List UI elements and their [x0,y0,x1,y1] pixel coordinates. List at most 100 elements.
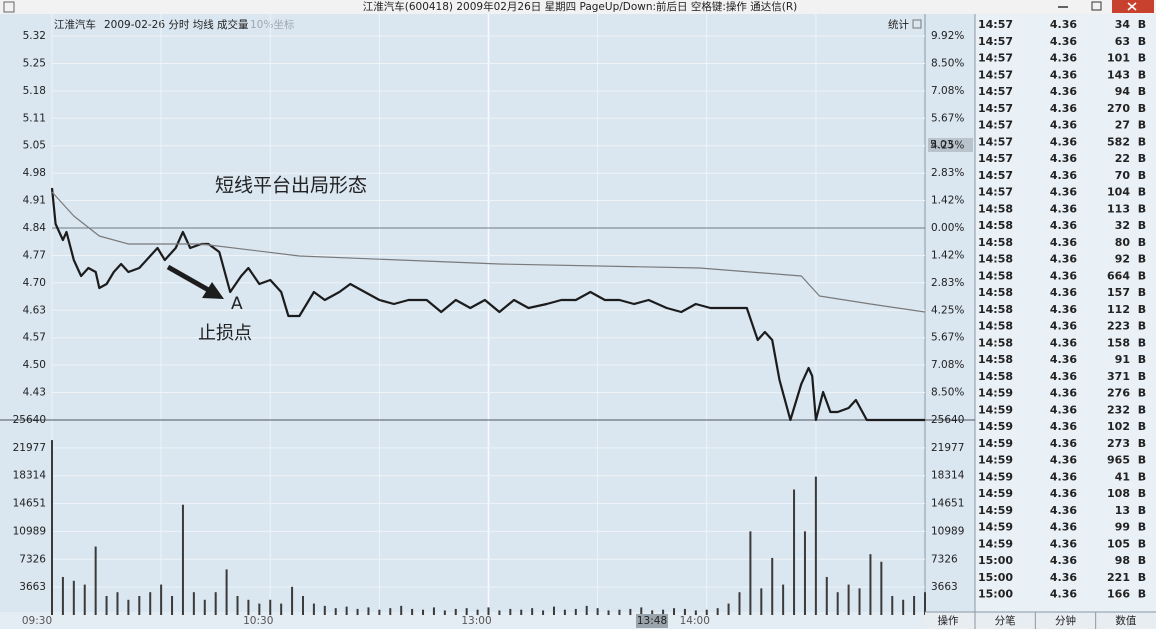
trade-side: B [1138,504,1146,517]
volume-bar [203,599,206,615]
volume-bar [487,607,490,615]
series-line [51,191,926,313]
volume-bar [880,561,883,615]
trade-price: 4.36 [1050,202,1077,215]
trade-price: 4.36 [1050,68,1077,81]
trade-side: B [1138,487,1146,500]
tab[interactable]: 分笔 [995,614,1016,627]
volume-bar [291,586,294,615]
trade-price: 4.36 [1050,18,1077,31]
trade-price: 4.36 [1050,554,1077,567]
trade-volume: 158 [1107,336,1130,349]
title-bar [0,0,1156,14]
trade-volume: 157 [1107,286,1130,299]
trade-price: 4.36 [1050,286,1077,299]
trade-price: 4.36 [1050,504,1077,517]
volume-bar [127,599,130,615]
volume-bar [749,531,752,615]
trade-time: 14:57 [978,18,1013,31]
volume-bar [662,609,665,615]
trade-time: 14:59 [978,403,1013,416]
volume-bar [673,608,676,615]
trade-price: 4.36 [1050,336,1077,349]
trade-time: 14:58 [978,303,1013,316]
y2-tick-label: 1.42% [931,195,964,207]
trade-price: 4.36 [1050,537,1077,550]
annotation: A [231,294,243,314]
volume-bar [542,610,545,615]
restore-button[interactable] [1091,1,1102,11]
trade-time: 14:57 [978,119,1013,132]
trade-price: 4.36 [1050,52,1077,65]
trade-side: B [1138,186,1146,199]
trade-time: 14:58 [978,253,1013,266]
trade-time: 14:59 [978,521,1013,534]
annotation-arrow-head [202,282,224,299]
trade-volume: 582 [1107,135,1130,148]
volume-bar [378,609,381,615]
volume-bar [422,609,425,615]
y2-tick-label: 4.25% [931,304,964,316]
x-tick-label: 14:00 [680,615,710,627]
trade-price: 4.36 [1050,102,1077,115]
volume-bar [793,489,796,615]
x-tick-label: 09:30 [22,615,52,627]
trade-side: B [1138,169,1146,182]
volume-bar [247,599,250,615]
volume-bar [465,608,468,615]
volume-bar [312,603,315,615]
trade-side: B [1138,571,1146,584]
trade-side: B [1138,269,1146,282]
volume-bar [585,605,588,615]
trade-volume: 22 [1115,152,1130,165]
volume-bar [105,595,108,615]
trade-volume: 41 [1115,470,1130,483]
trade-price: 4.36 [1050,454,1077,467]
trade-time: 14:59 [978,470,1013,483]
trade-volume: 94 [1115,85,1131,98]
y2-tick-label: 5.67% [931,112,964,124]
trade-volume: 102 [1107,420,1130,433]
trade-volume: 13 [1115,504,1130,517]
chart-info: 2009-02-26 分时 均线 成交量 [104,18,249,31]
coord-label[interactable]: 10%坐标 [250,19,295,31]
y-tick-label: 5.32 [23,30,46,42]
trade-time: 14:58 [978,286,1013,299]
stats-label[interactable]: 统计 [888,18,909,31]
trade-time: 14:58 [978,370,1013,383]
y2-tick-label: 7.08% [931,359,964,371]
volume-bar [913,595,916,615]
volume-bar [618,609,621,615]
volume-bar [411,608,414,615]
volume-bar [640,607,643,615]
trade-time: 14:57 [978,52,1013,65]
volume-bar [814,476,817,615]
volume-bar [574,608,577,615]
volume-bar [269,599,272,615]
trade-price: 4.36 [1050,85,1077,98]
trade-price: 4.36 [1050,320,1077,333]
trade-volume: 223 [1107,320,1130,333]
y2-tick-label: 14651 [931,498,964,510]
volume-bar [803,531,806,615]
trade-price: 4.36 [1050,253,1077,266]
tab[interactable]: 数值 [1115,614,1137,627]
y-tick-label: 4.63 [23,304,46,316]
volume-bar [552,606,555,615]
cursor-time-box [636,614,668,628]
trade-side: B [1138,18,1146,31]
y-tick-label: 14651 [13,498,46,510]
trade-side: B [1138,152,1146,165]
trade-time: 14:59 [978,454,1013,467]
volume-bar [891,595,894,615]
stats-box[interactable] [912,19,922,29]
toolbar-left[interactable]: 操作 [938,614,959,627]
y2-tick-label: 4.25% [931,140,964,152]
tab[interactable]: 分钟 [1055,614,1076,627]
trade-price: 4.36 [1050,588,1077,601]
y2-tick-label: 9.92% [931,30,964,42]
y2-tick-label: 2.83% [931,167,964,179]
trade-time: 14:58 [978,353,1013,366]
trade-time: 14:57 [978,152,1013,165]
